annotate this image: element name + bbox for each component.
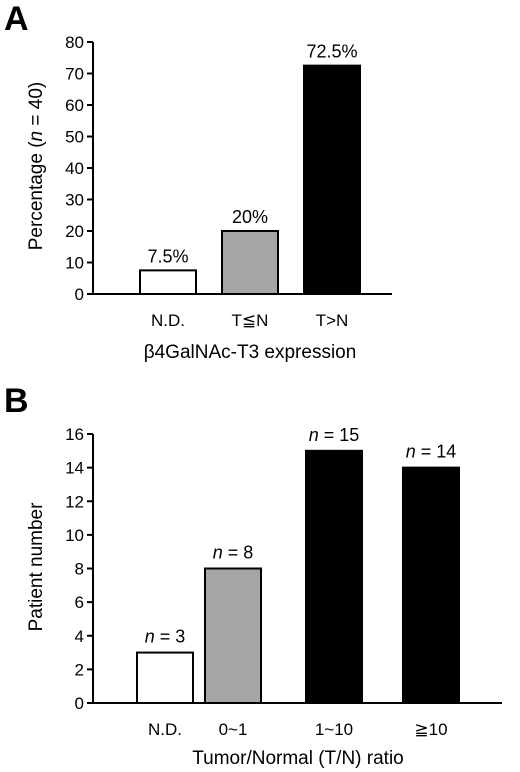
x-tick-label: T>N [316,311,349,330]
x-tick-label: T≦N [232,311,269,330]
data-label-value: = 8 [223,543,254,563]
y-tick-label: 16 [65,425,84,444]
bar-3 [303,64,361,295]
data-label: 72.5% [306,42,357,62]
y-tick-label: 20 [65,222,84,241]
y-tick-label: 10 [65,526,84,545]
panel-a-y-ticks: 0 10 20 30 40 50 60 70 80 [65,33,93,304]
data-label: n = 15 [309,425,360,445]
panel-a: A Percentage (n = 40) 01020304050607080 … [4,0,392,363]
data-label: n = 8 [213,543,254,563]
panel-b-data-labels: n = 3n = 8n = 15n = 14 [145,425,457,647]
data-label: 20% [232,207,268,227]
panel-a-x-axis-title: β4GalNAc-T3 expression [144,342,357,363]
bar-1 [139,269,197,295]
y-tick-label: 30 [65,191,84,210]
y-tick-label: 4 [75,627,84,646]
panel-b-y-ticks: 0 2 4 6 8 10 12 14 16 [65,425,93,713]
data-label-n: n [213,543,223,563]
x-tick-label: 1~10 [315,720,353,739]
y-tick-label: 2 [75,660,84,679]
data-label: n = 14 [406,442,457,462]
data-label-value: = 14 [416,442,457,462]
panel-a-data-labels: 7.5% 20% 72.5% [147,42,357,267]
y-tick-label: 50 [65,128,84,147]
panel-b-x-ticks: N.D. 0~1 1~10 ≧10 [148,720,448,739]
bar-2 [204,567,262,704]
y-tick-label: 14 [65,459,84,478]
panel-b-bars [136,449,460,704]
y-tick-label: 40 [65,159,84,178]
y-tick-label: 12 [65,492,84,511]
y-tick-label: 10 [65,254,84,273]
y-tick-label: 60 [65,96,84,115]
data-label-value: = 15 [319,425,360,445]
data-label-n: n [309,425,319,445]
bar-1 [136,651,194,704]
data-label: 7.5% [147,246,188,266]
bar-4 [402,466,460,704]
y-tick-label: 0 [75,285,84,304]
data-label-n: n [406,442,416,462]
panel-b-label: B [4,382,29,420]
data-label-n: n [145,627,155,647]
data-label: n = 3 [145,627,186,647]
x-tick-label: 0~1 [219,720,248,739]
panel-b-x-axis-title: Tumor/Normal (T/N) ratio [192,748,403,769]
y-tick-label: 70 [65,65,84,84]
y-tick-label: 0 [75,694,84,713]
panel-a-y-axis-title: Percentage (n = 40) [26,82,47,251]
y-tick-label: 80 [65,33,84,52]
bar-3 [305,449,363,704]
x-tick-label: N.D. [151,311,185,330]
panel-a-bars [139,64,361,295]
bar-2 [221,230,279,295]
panel-b-y-axis-title: Patient number [26,502,47,632]
panel-a-x-ticks: N.D. T≦N T>N [151,311,348,330]
data-label-value: = 3 [155,627,186,647]
panel-a-label: A [4,0,29,38]
y-tick-label: 8 [75,560,84,579]
x-tick-label: N.D. [148,720,182,739]
x-tick-label: ≧10 [414,720,447,739]
y-tick-label: 6 [75,593,84,612]
